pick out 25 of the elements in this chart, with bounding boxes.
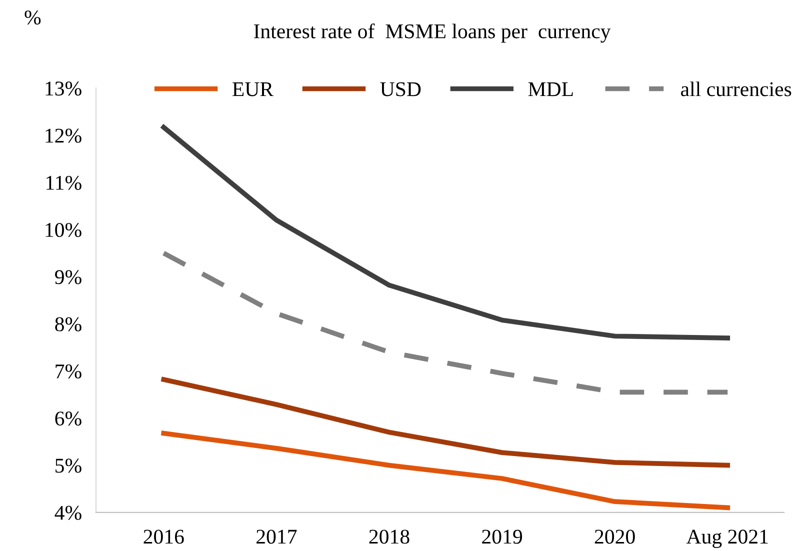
chart-title: Interest rate of MSME loans per currency — [254, 23, 611, 43]
x-tick-label: 2018 — [369, 530, 410, 544]
y-tick-label: 9% — [55, 270, 82, 284]
legend-label: USD — [380, 82, 421, 96]
x-tick-label: 2016 — [144, 530, 184, 544]
x-tick-label: 2017 — [256, 530, 297, 544]
x-tick-label: 2020 — [594, 530, 635, 544]
y-tick-label: 6% — [55, 412, 82, 426]
x-tick-label: Aug 2021 — [686, 530, 768, 548]
line-series — [161, 377, 730, 468]
legend-label: EUR — [232, 82, 274, 96]
y-axis-title: % — [24, 10, 41, 25]
y-tick-label: 11% — [46, 176, 82, 190]
legend-label: MDL — [528, 82, 573, 96]
y-tick-label: 8% — [55, 317, 82, 332]
line-series — [161, 430, 730, 510]
y-tick-label: 12% — [46, 128, 82, 143]
y-tick-label: 4% — [54, 506, 82, 520]
legend-label: all currencies — [681, 82, 792, 96]
y-tick-label: 5% — [56, 458, 82, 473]
y-tick-label: 13% — [46, 82, 82, 96]
line-series — [161, 124, 730, 340]
y-tick-label: 10% — [46, 222, 82, 238]
y-tick-label: 7% — [56, 364, 82, 379]
x-tick-label: 2019 — [482, 530, 522, 544]
